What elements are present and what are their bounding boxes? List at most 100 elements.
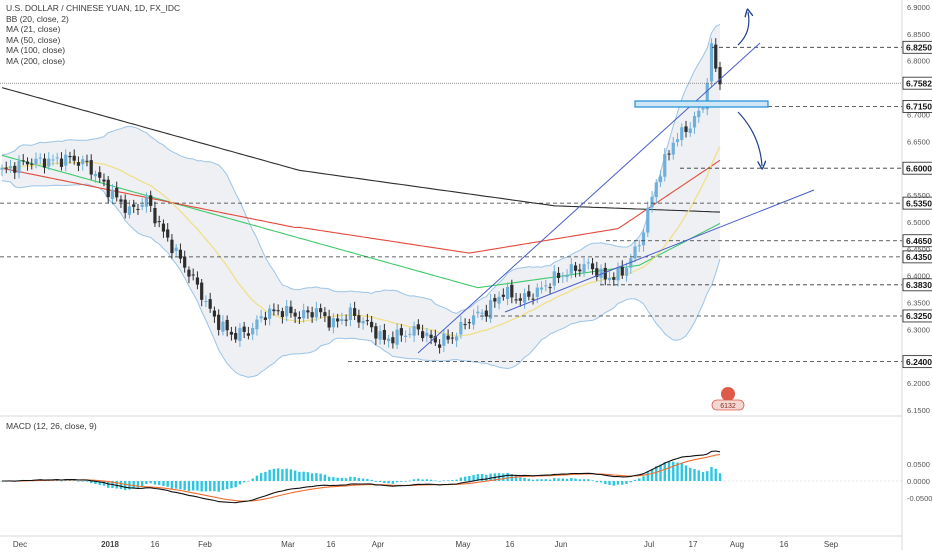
- candle: [259, 309, 263, 323]
- candle: [204, 295, 208, 308]
- candle: [353, 301, 357, 321]
- candle-body: [76, 162, 81, 166]
- y-tick-label: 6.8500: [907, 30, 930, 39]
- candle: [217, 309, 221, 336]
- macd-histogram-bar: [302, 471, 305, 481]
- candle-body: [21, 160, 25, 162]
- candle-body: [654, 182, 658, 198]
- y-tick-label: 6.9000: [907, 3, 930, 12]
- candle-body: [153, 208, 157, 224]
- candle-body: [684, 126, 688, 133]
- candle: [382, 323, 386, 345]
- candle: [692, 111, 697, 134]
- macd-histogram-bar: [565, 478, 569, 481]
- trendline-major: [417, 42, 761, 354]
- candle-body: [365, 320, 369, 322]
- candle-body: [476, 311, 480, 314]
- candle-body: [30, 163, 34, 165]
- candle: [488, 293, 493, 323]
- candle-body: [161, 223, 166, 232]
- macd-histogram-bar: [225, 481, 229, 490]
- candle: [191, 268, 195, 281]
- candle: [21, 154, 25, 166]
- candle: [527, 284, 531, 301]
- candle-body: [692, 116, 697, 128]
- candle: [535, 283, 539, 304]
- macd-histogram-bar: [344, 478, 348, 481]
- x-tick-label: Mar: [281, 540, 295, 549]
- macd-histogram-bar: [442, 480, 446, 482]
- candle: [586, 258, 590, 270]
- event-marker-label: 6132: [720, 403, 736, 410]
- macd-histogram-bar: [340, 477, 344, 481]
- candle: [471, 309, 476, 330]
- candle-body: [535, 287, 539, 297]
- candle-body: [514, 299, 518, 301]
- candle-body: [463, 324, 467, 326]
- candle-body: [548, 287, 552, 289]
- y-tick-label: 6.5500: [907, 191, 930, 200]
- candle: [229, 326, 234, 341]
- price-tag-box: [902, 234, 932, 248]
- candle: [242, 321, 246, 339]
- candle: [603, 262, 607, 286]
- macd-histogram-bar: [689, 467, 692, 481]
- candle: [556, 267, 561, 284]
- candle-body: [336, 318, 340, 322]
- candle-body: [697, 110, 701, 118]
- candle: [684, 120, 688, 138]
- candle-body: [680, 127, 684, 140]
- x-tick-label: 16: [780, 540, 789, 549]
- x-tick-label: 16: [151, 540, 160, 549]
- legend-ma21: MA (21, close): [6, 24, 61, 35]
- price-tag-box: [902, 278, 932, 292]
- candle: [263, 311, 268, 326]
- candle-body: [663, 154, 667, 177]
- candle-body: [641, 232, 646, 246]
- candle: [637, 239, 641, 252]
- macd-signal-line: [2, 453, 721, 502]
- macd-histogram-bar: [574, 478, 577, 481]
- legend-bb: BB (20, close, 2): [6, 13, 69, 24]
- candle: [17, 155, 21, 179]
- macd-histogram-bar: [502, 473, 505, 481]
- candle: [412, 321, 416, 342]
- candle: [81, 155, 85, 171]
- macd-histogram-bar: [374, 481, 378, 482]
- macd-histogram-bar: [527, 478, 531, 481]
- candle: [573, 261, 578, 278]
- macd-line: [2, 450, 721, 504]
- bb-upper-line: [1, 23, 721, 314]
- candle: [293, 308, 297, 323]
- price-tag-6.7150: 6.7150: [906, 102, 932, 112]
- price-tag-6.2400: 6.2400: [906, 357, 932, 367]
- candle-body: [17, 160, 21, 174]
- macd-histogram-bar: [102, 481, 106, 486]
- macd-histogram-bar: [174, 481, 178, 489]
- macd-histogram-bar: [136, 481, 140, 488]
- candle: [437, 339, 442, 354]
- candle: [38, 153, 42, 165]
- candle-body: [72, 155, 76, 161]
- macd-histogram-bar: [582, 479, 586, 481]
- candle: [140, 198, 144, 211]
- candle-body: [55, 157, 59, 159]
- candle: [552, 265, 556, 291]
- candle: [357, 309, 361, 328]
- macd-histogram-bar: [544, 479, 548, 481]
- macd-histogram-bar: [429, 479, 433, 481]
- candle-body: [578, 269, 582, 272]
- macd-histogram-bar: [663, 462, 666, 481]
- candle-body: [671, 142, 675, 155]
- candle-body: [539, 287, 544, 290]
- macd-histogram-bar: [412, 479, 416, 481]
- candle-body: [238, 328, 242, 342]
- candle-body: [319, 308, 323, 313]
- price-tag-box: [902, 196, 932, 210]
- candle-body: [714, 44, 718, 69]
- candle: [157, 215, 161, 228]
- candle-body: [718, 67, 722, 85]
- candle-body: [399, 328, 403, 336]
- candle: [454, 332, 459, 347]
